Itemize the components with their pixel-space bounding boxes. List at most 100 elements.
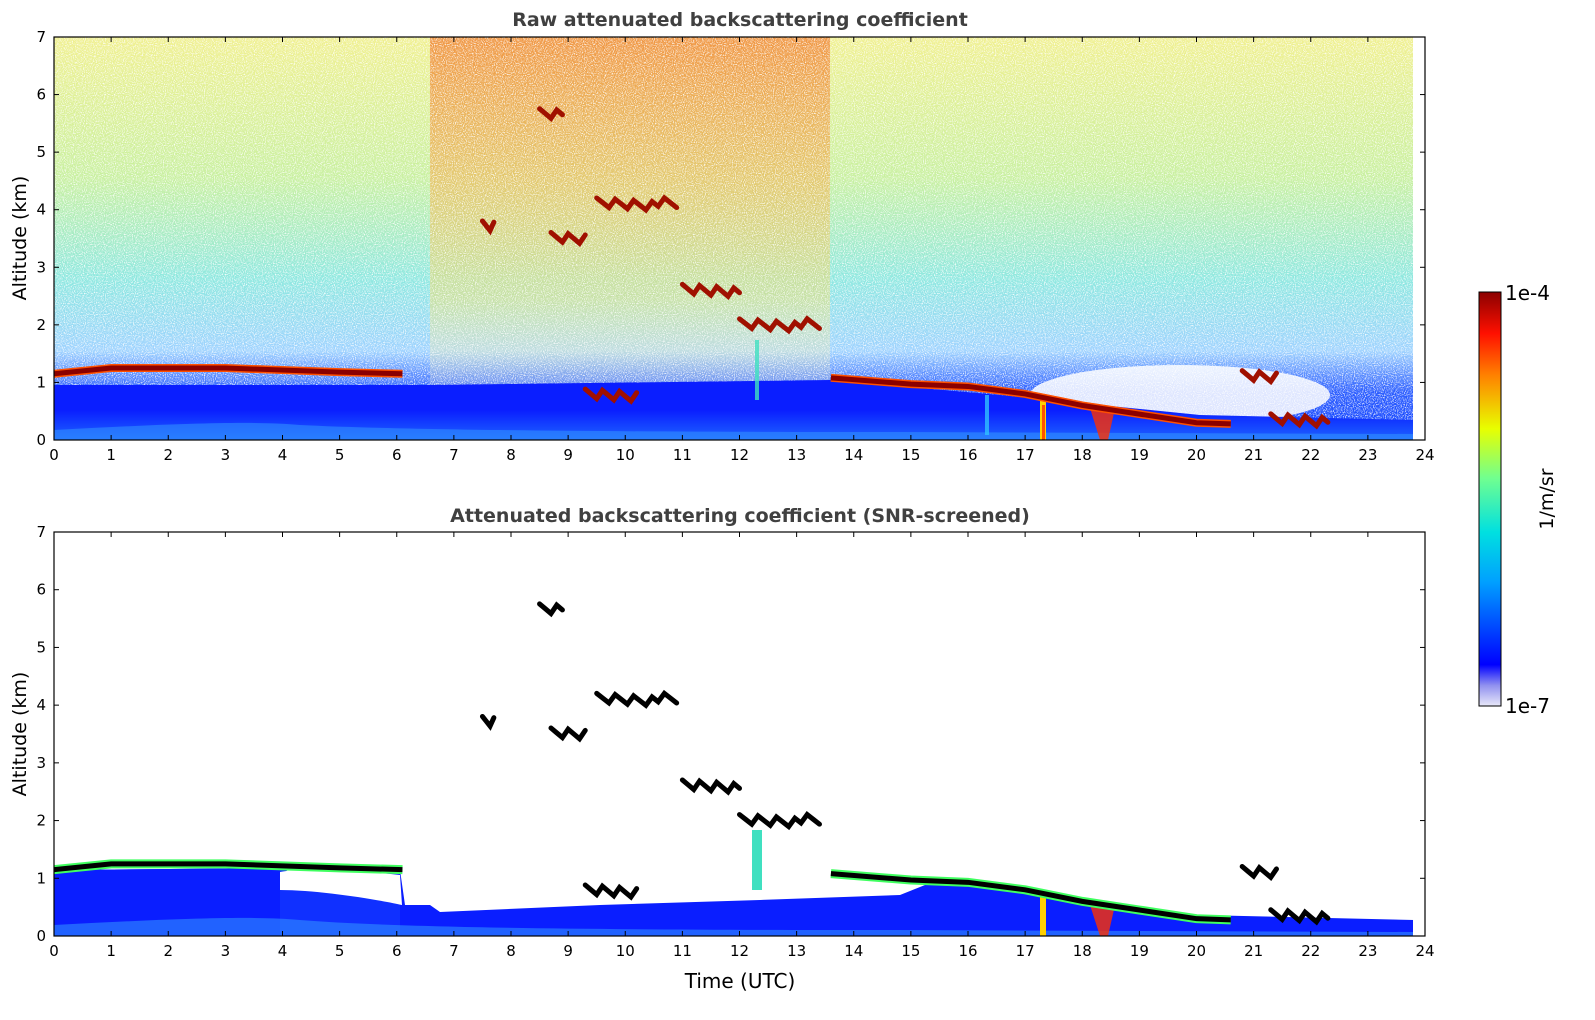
- cloud-fragment: [548, 230, 588, 247]
- colorbar-unit-label: 1/m/sr: [1536, 468, 1558, 529]
- x-tick-label: 18: [1073, 446, 1092, 464]
- x-tick-label: 19: [1130, 942, 1149, 960]
- cloud-fragment: [679, 281, 742, 301]
- cloud-fragment: [594, 194, 680, 214]
- cloud-fragment: [1239, 864, 1279, 882]
- x-tick-label: 7: [449, 446, 459, 464]
- x-tick-label: 22: [1301, 446, 1320, 464]
- cloud-fragment: [679, 777, 742, 796]
- cloud-fragment: [479, 218, 497, 236]
- x-tick-label: 21: [1244, 942, 1263, 960]
- y-tick-label: 2: [36, 812, 46, 830]
- x-tick-label: 12: [730, 446, 749, 464]
- x-tick-label: 1: [106, 446, 116, 464]
- cloud-layers-raw: [54, 106, 1331, 430]
- x-tick-label: 14: [844, 942, 863, 960]
- cloud-base-layer: [54, 365, 403, 377]
- x-tick-label: 20: [1187, 942, 1206, 960]
- x-tick-label: 4: [278, 446, 288, 464]
- x-tick-label: 1: [106, 942, 116, 960]
- y-tick-label: 1: [36, 869, 46, 887]
- x-tick-label: 5: [335, 446, 345, 464]
- cloud-fragment: [582, 882, 640, 901]
- x-tick-label: 24: [1415, 446, 1434, 464]
- x-tick-label: 14: [844, 446, 863, 464]
- x-tick-label: 23: [1358, 446, 1377, 464]
- panel-screened-image: [54, 532, 1425, 936]
- panel-screened: Attenuated backscattering coefficient (S…: [9, 505, 1435, 993]
- colorbar-frame: [1478, 291, 1502, 707]
- cloud-layers-screened: [54, 601, 1331, 926]
- y-tick-label: 5: [36, 143, 46, 161]
- x-tick-label: 10: [616, 942, 635, 960]
- panel-raw: Raw attenuated backscattering coefficien…: [9, 9, 1435, 464]
- x-tick-label: 15: [901, 446, 920, 464]
- colorbar-min-label: 1e-7: [1505, 694, 1550, 718]
- x-tick-label: 15: [901, 942, 920, 960]
- cloud-base-layer: [54, 861, 403, 873]
- x-tick-label: 3: [221, 942, 231, 960]
- panel-raw-title: Raw attenuated backscattering coefficien…: [512, 9, 968, 31]
- colorbar: 1e-4 1e-7 1/m/sr: [1478, 281, 1558, 718]
- x-tick-label: 2: [163, 942, 173, 960]
- y-tick-label: 3: [36, 754, 46, 772]
- cloud-base-layer: [830, 871, 1231, 923]
- y-tick-label: 6: [36, 581, 46, 599]
- y-tick-label: 2: [36, 316, 46, 334]
- x-tick-label: 16: [958, 446, 977, 464]
- cloud-fragment: [1268, 411, 1331, 430]
- panel-screened-title: Attenuated backscattering coefficient (S…: [450, 505, 1030, 527]
- cloud-fragment: [594, 689, 680, 709]
- x-tick-label: 11: [673, 942, 692, 960]
- cloud-fragment: [1268, 907, 1331, 926]
- x-tick-label: 19: [1130, 446, 1149, 464]
- y-tick-label: 3: [36, 258, 46, 276]
- cloud-fragment: [582, 386, 640, 405]
- x-tick-label: 10: [616, 446, 635, 464]
- panel-screened-axes: 0 1 2 3 4 5 6 7 8 9 10 11 12 13 14 15 16 17 18 19 20 21 22 23 24…: [36, 523, 1434, 960]
- y-tick-label: 0: [36, 927, 46, 945]
- panel-screened-xlabel: Time (UTC): [684, 969, 796, 993]
- x-tick-label: 11: [673, 446, 692, 464]
- x-tick-label: 18: [1073, 942, 1092, 960]
- x-tick-label: 4: [278, 942, 288, 960]
- cloud-fragment: [737, 315, 822, 335]
- x-tick-label: 6: [392, 942, 402, 960]
- colorbar-max-label: 1e-4: [1505, 281, 1550, 305]
- x-tick-label: 9: [563, 942, 573, 960]
- cloud-fragment: [548, 725, 588, 743]
- y-tick-label: 4: [36, 201, 46, 219]
- x-tick-label: 24: [1415, 942, 1434, 960]
- y-tick-label: 1: [36, 373, 46, 391]
- cloud-fragment: [537, 106, 565, 123]
- y-tick-label: 6: [36, 86, 46, 104]
- panel-raw-axes: 0 1 2 3 4 5 6 7 8 9 10 11 12 13 14 15 16 17 18 19 20 21 22 23 24…: [36, 28, 1434, 464]
- cloud-fragment: [537, 601, 565, 618]
- cloud-base-layer: [830, 375, 1231, 427]
- x-tick-label: 8: [506, 942, 516, 960]
- x-tick-label: 2: [163, 446, 173, 464]
- x-tick-label: 16: [958, 942, 977, 960]
- cloud-fragment: [479, 713, 497, 731]
- x-tick-label: 6: [392, 446, 402, 464]
- y-tick-label: 4: [36, 696, 46, 714]
- x-tick-label: 13: [787, 446, 806, 464]
- panel-raw-ylabel: Altitude (km): [9, 176, 31, 301]
- x-tick-label: 13: [787, 942, 806, 960]
- y-tick-label: 7: [36, 28, 46, 46]
- x-tick-label: 8: [506, 446, 516, 464]
- y-tick-label: 0: [36, 431, 46, 449]
- panel-screened-ylabel: Altitude (km): [9, 672, 31, 797]
- x-tick-label: 12: [730, 942, 749, 960]
- x-tick-label: 22: [1301, 942, 1320, 960]
- y-tick-label: 7: [36, 523, 46, 541]
- x-tick-label: 0: [49, 942, 59, 960]
- y-tick-label: 5: [36, 638, 46, 656]
- cloud-fragment: [1239, 368, 1279, 386]
- x-tick-label: 3: [221, 446, 231, 464]
- x-tick-label: 7: [449, 942, 459, 960]
- x-tick-label: 17: [1016, 446, 1035, 464]
- cloud-fragment: [737, 811, 822, 831]
- x-tick-label: 9: [563, 446, 573, 464]
